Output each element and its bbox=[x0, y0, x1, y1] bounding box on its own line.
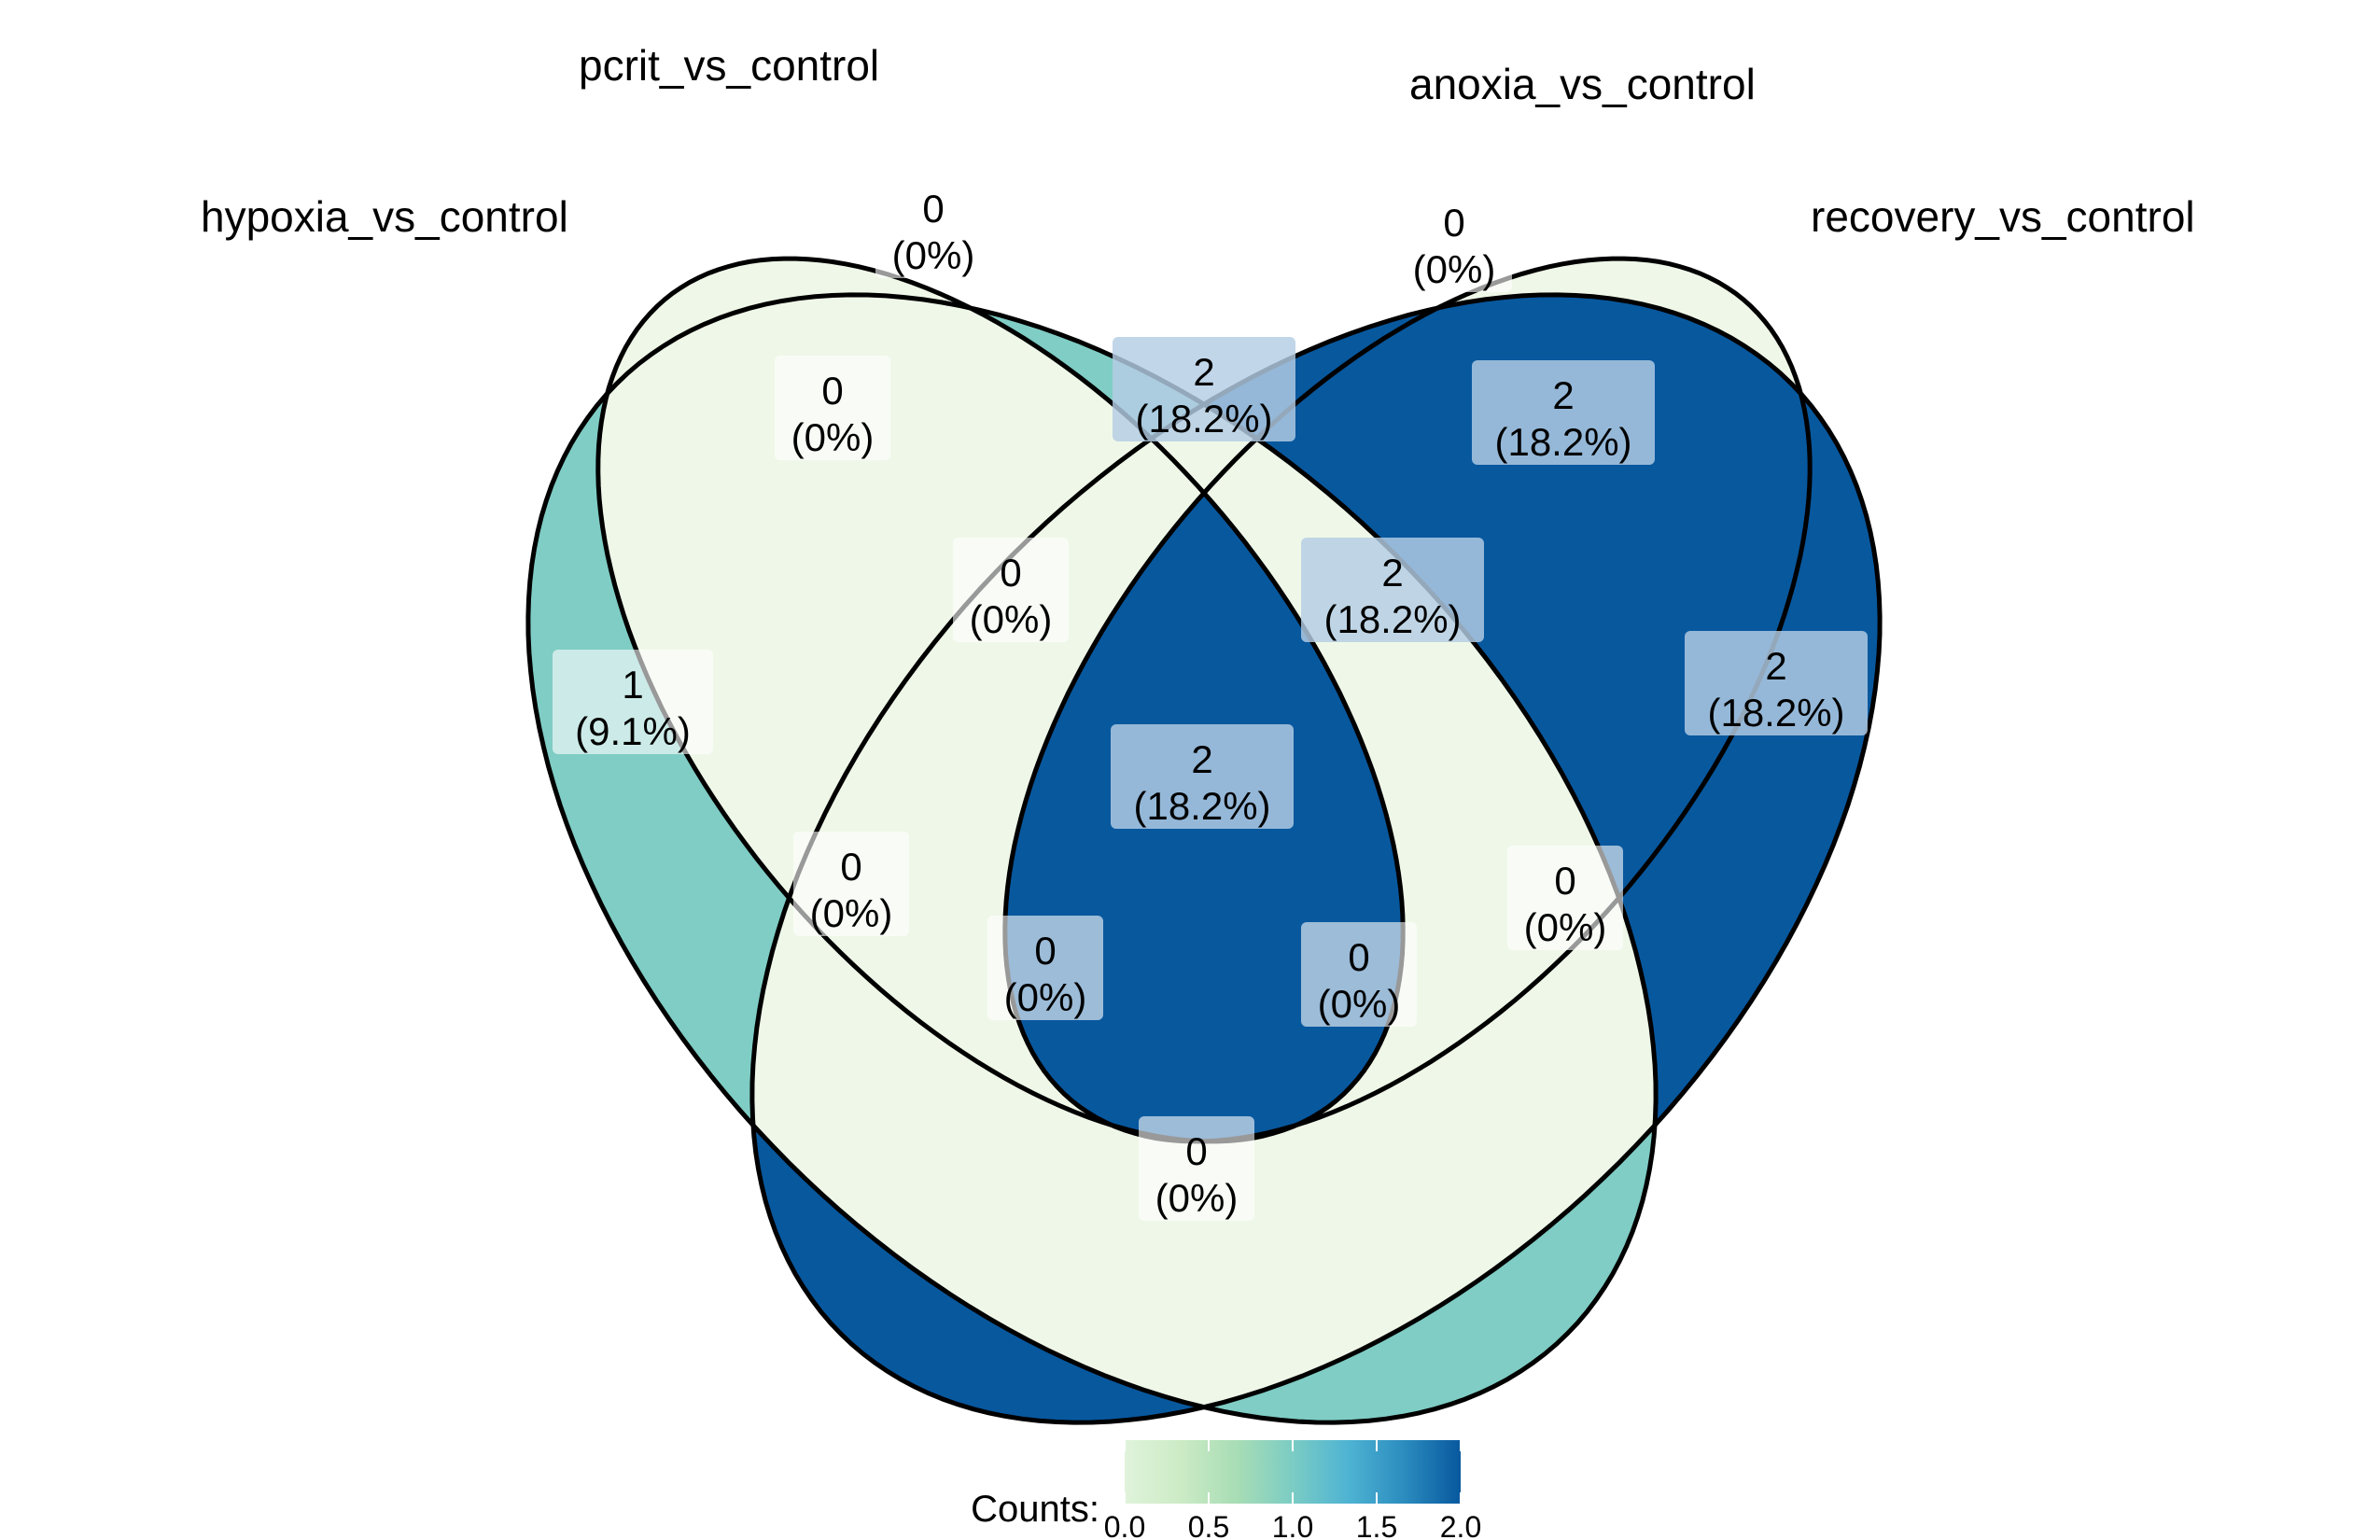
region-percent: (18.2%) bbox=[1323, 597, 1461, 641]
region-percent: (0%) bbox=[892, 233, 975, 277]
legend-title: Counts: bbox=[971, 1489, 1099, 1530]
region-count: 0 bbox=[1034, 929, 1056, 973]
region-label-box bbox=[953, 538, 1069, 642]
region-label-box bbox=[553, 650, 713, 754]
region-label-box bbox=[1396, 188, 1512, 292]
set-label-anoxia: anoxia_vs_control bbox=[1409, 60, 1756, 108]
set-label-hypoxia: hypoxia_vs_control bbox=[201, 192, 568, 241]
region-percent: (0%) bbox=[1524, 905, 1607, 949]
region-labels: 1(9.1%)0(0%)0(0%)2(18.2%)0(0%)2(18.2%)2(… bbox=[553, 174, 1868, 1221]
region-label-hypoxia-anoxia-recovery: 0(0%) bbox=[1301, 922, 1417, 1027]
region-percent: (18.2%) bbox=[1494, 420, 1631, 464]
region-percent: (0%) bbox=[1155, 1176, 1239, 1220]
outline-pcrit bbox=[595, 256, 1406, 1144]
region-label-hypoxia-only: 1(9.1%) bbox=[553, 650, 713, 754]
legend-ticks: 0.0 0.5 1.0 1.5 2.0 bbox=[1104, 1440, 1481, 1540]
region-percent: (18.2%) bbox=[1135, 397, 1272, 441]
region-label-hypoxia-pcrit-recovery: 0(0%) bbox=[987, 916, 1103, 1020]
region-count: 2 bbox=[1381, 551, 1403, 595]
legend-tick-label: 1.0 bbox=[1272, 1510, 1313, 1540]
region-label-box bbox=[1685, 631, 1868, 735]
region-count: 1 bbox=[622, 663, 643, 707]
region-label-recovery-only: 2(18.2%) bbox=[1685, 631, 1868, 735]
region-label-box bbox=[1139, 1116, 1254, 1221]
region-label-hypoxia-pcrit: 0(0%) bbox=[775, 356, 890, 460]
region-count: 0 bbox=[1348, 935, 1369, 979]
region-label-box bbox=[1113, 337, 1295, 441]
region-label-hypoxia-pcrit-anoxia: 0(0%) bbox=[953, 538, 1069, 642]
region-label-box bbox=[1111, 724, 1294, 829]
region-percent: (0%) bbox=[1004, 975, 1087, 1019]
region-percent: (0%) bbox=[791, 415, 875, 459]
region-percent: (0%) bbox=[970, 597, 1053, 641]
region-label-hypoxia-recovery: 0(0%) bbox=[1139, 1116, 1254, 1221]
color-legend: Counts: 0.0 0.5 1.0 1.5 2.0 bbox=[971, 1440, 1481, 1540]
region-label-box bbox=[987, 916, 1103, 1020]
set-names: hypoxia_vs_control pcrit_vs_control anox… bbox=[201, 41, 2195, 241]
region-label-box bbox=[1507, 846, 1623, 950]
region-label-pcrit-only: 0(0%) bbox=[875, 174, 991, 278]
region-count: 2 bbox=[1191, 737, 1212, 781]
region-percent: (18.2%) bbox=[1133, 784, 1270, 828]
legend-tick-label: 0.0 bbox=[1104, 1510, 1145, 1540]
region-count: 0 bbox=[922, 187, 944, 231]
region-label-box bbox=[1301, 922, 1417, 1027]
region-label-box bbox=[875, 174, 991, 278]
region-count: 0 bbox=[840, 845, 861, 889]
region-count: 0 bbox=[1554, 859, 1575, 903]
region-label-box bbox=[1472, 360, 1655, 465]
region-count: 0 bbox=[1185, 1129, 1207, 1173]
region-label-all-four: 2(18.2%) bbox=[1111, 724, 1294, 829]
region-percent: (18.2%) bbox=[1707, 691, 1844, 735]
region-count: 0 bbox=[1443, 201, 1464, 245]
outline-hypoxia bbox=[525, 292, 1659, 1425]
region-label-pcrit-anoxia: 2(18.2%) bbox=[1113, 337, 1295, 441]
region-label-pcrit-anoxia-recovery: 2(18.2%) bbox=[1301, 538, 1484, 642]
region-count: 0 bbox=[1000, 551, 1021, 595]
region-count: 2 bbox=[1552, 373, 1574, 417]
legend-tick-label: 1.5 bbox=[1356, 1510, 1397, 1540]
region-label-box bbox=[1301, 538, 1484, 642]
set-label-recovery: recovery_vs_control bbox=[1811, 192, 2195, 241]
region-percent: (9.1%) bbox=[575, 709, 691, 753]
legend-tick-label: 2.0 bbox=[1440, 1510, 1481, 1540]
region-label-box bbox=[775, 356, 890, 460]
set-label-pcrit: pcrit_vs_control bbox=[579, 41, 879, 90]
region-label-pcrit-recovery: 0(0%) bbox=[1507, 846, 1623, 950]
region-label-hypoxia-anoxia: 0(0%) bbox=[793, 832, 909, 936]
region-label-box bbox=[793, 832, 909, 936]
region-percent: (0%) bbox=[1318, 982, 1401, 1026]
region-count: 2 bbox=[1765, 644, 1786, 688]
region-label-anoxia-only: 0(0%) bbox=[1396, 188, 1512, 292]
region-count: 0 bbox=[821, 369, 843, 413]
region-label-anoxia-recovery: 2(18.2%) bbox=[1472, 360, 1655, 465]
legend-tick-label: 0.5 bbox=[1188, 1510, 1229, 1540]
region-percent: (0%) bbox=[810, 891, 893, 935]
region-percent: (0%) bbox=[1413, 247, 1496, 291]
region-count: 2 bbox=[1193, 350, 1214, 394]
